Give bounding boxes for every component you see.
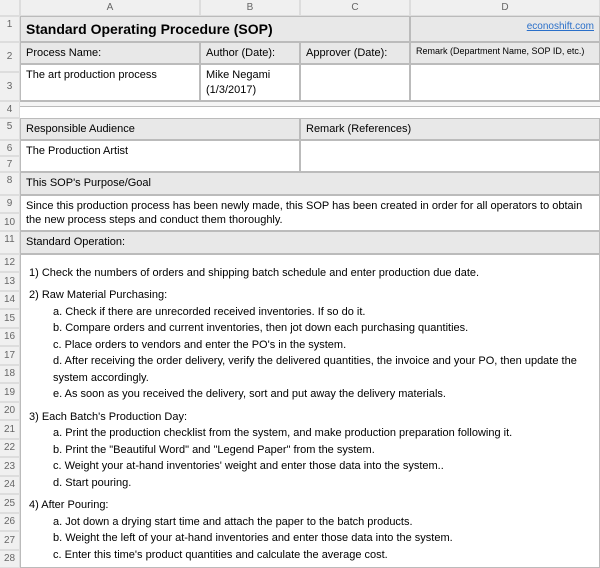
row-header[interactable]: 1 [0, 16, 20, 42]
row-header[interactable]: 6 [0, 140, 20, 156]
op-step-4b: b. Weight the left of your at-hand inven… [29, 530, 591, 547]
row-header[interactable]: 24 [0, 476, 20, 495]
remark-top-value[interactable] [410, 64, 600, 101]
op-step-4c: c. Enter this time's product quantities … [29, 547, 591, 564]
row-header[interactable]: 10 [0, 213, 20, 231]
col-header-a[interactable]: A [20, 0, 200, 16]
row-header[interactable]: 8 [0, 172, 20, 194]
row-header[interactable]: 18 [0, 365, 20, 384]
col-header-d[interactable]: D [410, 0, 600, 16]
site-link[interactable]: econoshift.com [410, 16, 600, 42]
row-header[interactable]: 20 [0, 402, 20, 421]
op-step-3d: d. Start pouring. [29, 475, 591, 492]
row-header[interactable]: 3 [0, 72, 20, 101]
row-header[interactable]: 25 [0, 494, 20, 513]
row-header[interactable]: 19 [0, 383, 20, 402]
op-step-2e: e. As soon as you received the delivery,… [29, 386, 591, 403]
op-step-4: 4) After Pouring: [29, 497, 591, 514]
std-operation-header: Standard Operation: [20, 231, 600, 253]
op-step-1: 1) Check the numbers of orders and shipp… [29, 265, 591, 282]
row-header[interactable]: 15 [0, 309, 20, 328]
col-header-b[interactable]: B [200, 0, 300, 16]
op-step-2a: a. Check if there are unrecorded receive… [29, 304, 591, 321]
row-header[interactable]: 21 [0, 420, 20, 439]
op-step-2b: b. Compare orders and current inventorie… [29, 320, 591, 337]
row-header[interactable]: 14 [0, 291, 20, 310]
op-step-4a: a. Jot down a drying start time and atta… [29, 514, 591, 531]
remark-top-header: Remark (Department Name, SOP ID, etc.) [410, 42, 600, 64]
row-header[interactable]: 27 [0, 531, 20, 550]
col-header-c[interactable]: C [300, 0, 410, 16]
row-header[interactable]: 9 [0, 195, 20, 213]
op-step-3c: c. Weight your at-hand inventories' weig… [29, 458, 591, 475]
row-header[interactable]: 5 [0, 118, 20, 140]
row-header-group: 9 10 [0, 195, 20, 232]
resp-audience-value[interactable]: The Production Artist [20, 140, 300, 172]
row-header-group: 6 7 [0, 140, 20, 172]
approver-header: Approver (Date): [300, 42, 410, 64]
author-header: Author (Date): [200, 42, 300, 64]
row-header[interactable]: 7 [0, 156, 20, 172]
op-step-3a: a. Print the production checklist from t… [29, 425, 591, 442]
row-header[interactable]: 28 [0, 550, 20, 568]
resp-audience-header: Responsible Audience [20, 118, 300, 140]
sop-title: Standard Operating Procedure (SOP) [20, 16, 410, 42]
approver-value[interactable] [300, 64, 410, 101]
row-header[interactable]: 11 [0, 231, 20, 253]
remark-ref-value[interactable] [300, 140, 600, 172]
row-header[interactable]: 22 [0, 439, 20, 458]
row-header[interactable]: 4 [0, 101, 20, 118]
row-header[interactable]: 26 [0, 513, 20, 532]
row-header-group: 1213141516171819202122232425262728 [0, 254, 20, 568]
op-step-3b: b. Print the "Beautiful Word" and "Legen… [29, 442, 591, 459]
std-operation-body[interactable]: 1) Check the numbers of orders and shipp… [20, 254, 600, 568]
author-value[interactable]: Mike Negami (1/3/2017) [200, 64, 300, 101]
purpose-header: This SOP's Purpose/Goal [20, 172, 600, 194]
grid-corner [0, 0, 20, 16]
op-step-2: 2) Raw Material Purchasing: [29, 287, 591, 304]
op-step-2d: d. After receiving the order delivery, v… [29, 353, 591, 386]
process-name-value[interactable]: The art production process [20, 64, 200, 101]
row-header-group: 2 3 [0, 42, 20, 101]
row-header[interactable]: 2 [0, 42, 20, 71]
row-header[interactable]: 16 [0, 328, 20, 347]
op-step-3: 3) Each Batch's Production Day: [29, 409, 591, 426]
spreadsheet-grid: A B C D 1 Standard Operating Procedure (… [0, 0, 600, 568]
op-step-2c: c. Place orders to vendors and enter the… [29, 337, 591, 354]
purpose-value[interactable]: Since this production process has been n… [20, 195, 600, 232]
row-header[interactable]: 13 [0, 272, 20, 291]
row-header[interactable]: 23 [0, 457, 20, 476]
remark-ref-header: Remark (References) [300, 118, 600, 140]
row-header[interactable]: 17 [0, 346, 20, 365]
row-header[interactable]: 12 [0, 254, 20, 273]
spacer-row [20, 101, 600, 107]
process-name-header: Process Name: [20, 42, 200, 64]
